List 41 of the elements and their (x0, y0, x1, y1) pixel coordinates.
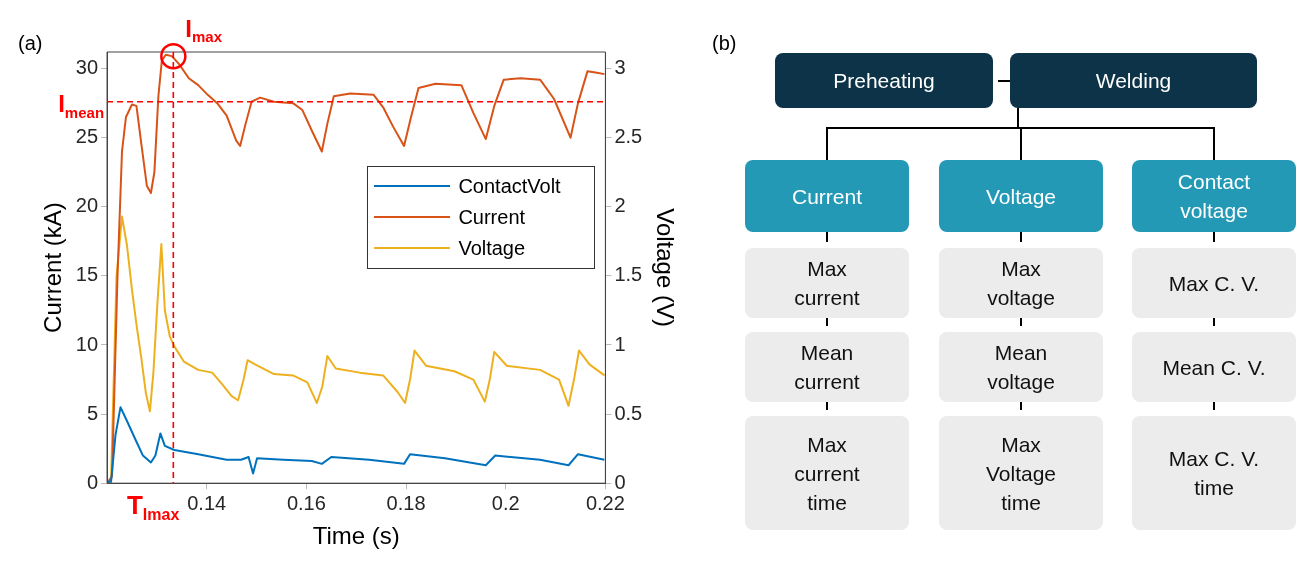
text: Mean C. V. (1162, 354, 1266, 381)
text: (b) (712, 32, 737, 55)
y-tick-label: 0 (86, 470, 99, 493)
text: Preheating (833, 68, 935, 94)
text: Max voltage (986, 256, 1056, 311)
legend-label: ContactVolt (458, 175, 561, 199)
x-tick-label: 0.22 (585, 491, 625, 514)
y-tick-label: 10 (75, 332, 99, 355)
legend-label: Voltage (458, 237, 526, 261)
x-axis-title: Time (s) (312, 522, 400, 550)
text: Contact voltage (1176, 169, 1252, 224)
x-tick-label: 0.14 (187, 491, 227, 514)
legend-label: Current (458, 206, 526, 230)
text: Max Voltage time (984, 431, 1058, 516)
y-axis-title: Current (kA) (39, 202, 67, 333)
y2-tick-label: 0.5 (614, 401, 643, 424)
chart-title: (a) (18, 32, 43, 55)
text: Max current time (793, 431, 861, 516)
y-tick-label: 15 (75, 263, 99, 286)
y2-tick-label: 3 (614, 56, 626, 79)
text: Voltage (985, 183, 1057, 210)
x-tick-label: 0.18 (386, 491, 426, 514)
text: Max current (793, 256, 861, 311)
x-tick-label: 0.2 (491, 491, 520, 514)
y2-tick-label: 2.5 (614, 125, 643, 148)
y2-tick-label: 2 (614, 194, 626, 217)
y-tick-label: 5 (86, 401, 99, 424)
y2-tick-label: 0 (614, 470, 626, 493)
text: Mean current (793, 340, 861, 395)
y2-tick-label: 1.5 (614, 263, 643, 286)
text: Max C. V. time (1167, 446, 1261, 501)
y-tick-label: 25 (75, 125, 99, 148)
text: Current (791, 183, 863, 210)
x-tick-label: 0.16 (286, 491, 326, 514)
text: Max C. V. (1168, 270, 1260, 297)
y-tick-label: 20 (75, 194, 99, 217)
text: Welding (1095, 68, 1172, 94)
y2-tick-label: 1 (614, 332, 626, 355)
text: Mean voltage (986, 340, 1056, 395)
y-tick-label: 30 (75, 56, 99, 79)
y2-axis-title: Voltage (V) (651, 208, 679, 327)
